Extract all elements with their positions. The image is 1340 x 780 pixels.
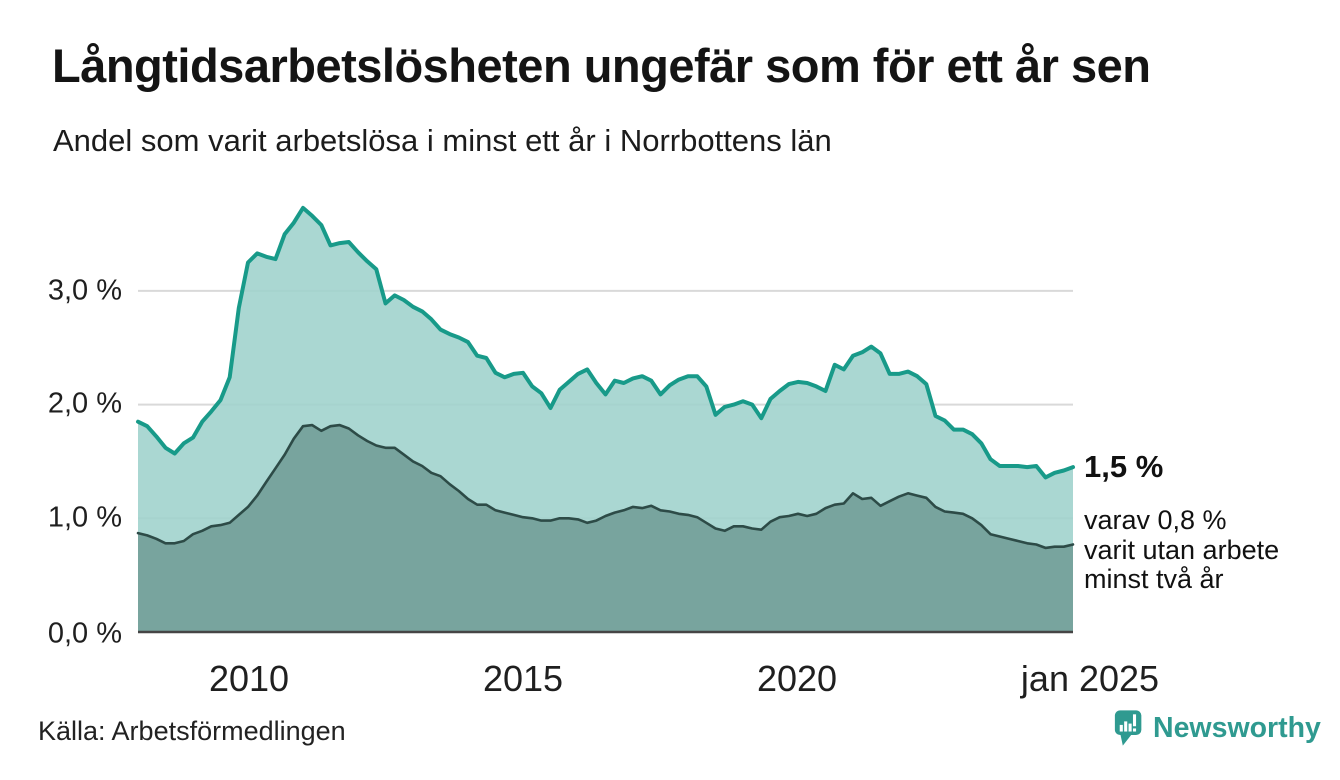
newsworthy-logo[interactable]: Newsworthy (1114, 709, 1321, 747)
y-axis-label-0: 0,0 % (47, 617, 122, 650)
line-minst-tva-ar (136, 423, 1075, 550)
x-axis-label-2010: 2010 (208, 658, 290, 699)
logo-bubble-tail (1120, 733, 1133, 746)
logo-exclamation-bar (1132, 714, 1137, 727)
source-note: Källa: Arbetsförmedlingen (38, 716, 346, 746)
y-axis-label-2: 2,0 % (47, 387, 122, 420)
newsworthy-bubble-icon (1114, 710, 1142, 746)
latest-value-annotation: 1,5 % (1084, 449, 1164, 484)
logo-bar-2 (1124, 721, 1128, 732)
x-axis-label-jan2025: jan 2025 (1020, 658, 1160, 699)
secondary-value-annotation: varav 0,8 % varit utan arbete minst två … (1084, 505, 1280, 594)
brand-name: Newsworthy (1153, 711, 1321, 744)
y-axis-label-3: 3,0 % (47, 274, 122, 307)
page-title: Långtidsarbetslösheten ungefär som för e… (52, 39, 1151, 92)
line-minst-ett-ar (136, 205, 1075, 480)
logo-bar-1 (1119, 724, 1123, 732)
x-axis-label-2015: 2015 (482, 658, 564, 699)
x-axis-label-2020: 2020 (756, 658, 838, 699)
area-minst-tva-ar (138, 425, 1073, 632)
page-subtitle: Andel som varit arbetslösa i minst ett å… (53, 123, 832, 158)
logo-bar-3 (1128, 723, 1132, 732)
logo-bubble (1114, 710, 1142, 736)
y-axis-label-1: 1,0 % (47, 501, 122, 534)
logo-exclamation-dot (1132, 728, 1137, 732)
